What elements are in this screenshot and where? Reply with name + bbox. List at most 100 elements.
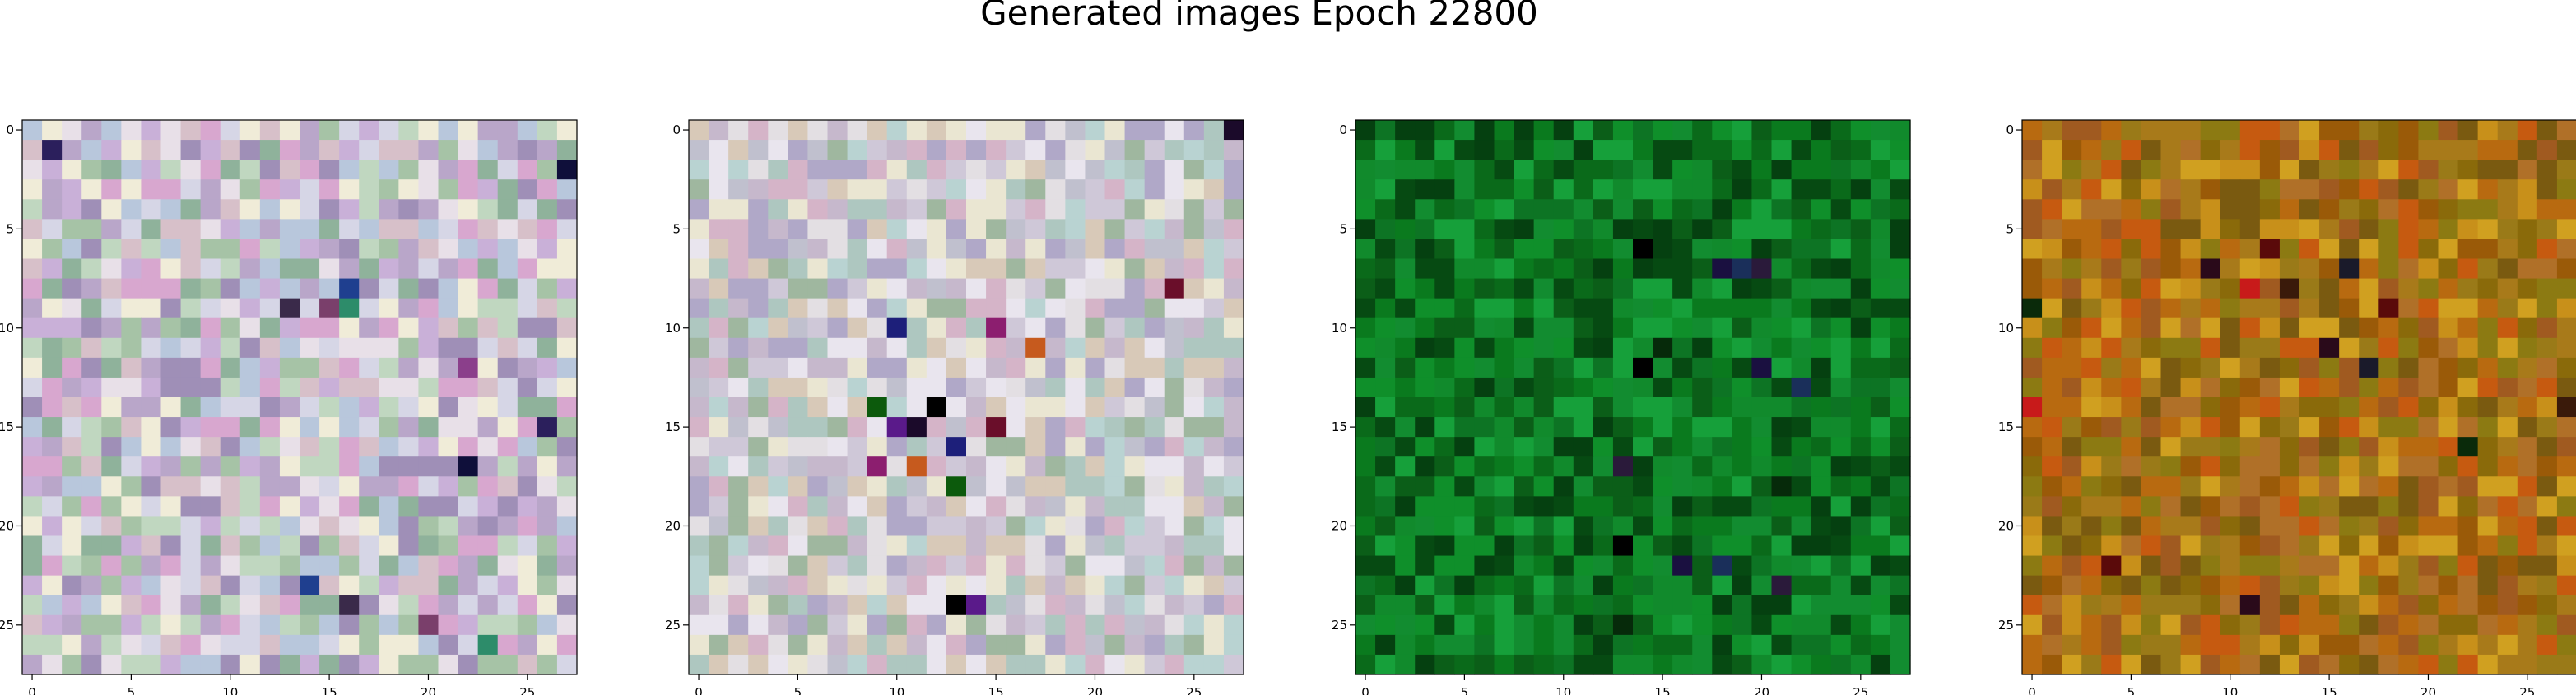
pixel bbox=[986, 337, 1007, 359]
pixel bbox=[2418, 337, 2439, 359]
pixel bbox=[768, 496, 788, 517]
pixel bbox=[1223, 397, 1244, 418]
pixel bbox=[1514, 258, 1535, 280]
pixel bbox=[1025, 654, 1046, 675]
pixel bbox=[926, 317, 947, 339]
pixel bbox=[1633, 476, 1653, 497]
pixel bbox=[1751, 278, 1773, 299]
pixel bbox=[1203, 595, 1225, 616]
pixel bbox=[1415, 160, 1435, 180]
pixel bbox=[1164, 337, 1185, 359]
pixel bbox=[748, 614, 769, 636]
pixel bbox=[1653, 258, 1673, 280]
pixel bbox=[62, 654, 82, 675]
pixel bbox=[1085, 140, 1106, 160]
pixel bbox=[1454, 179, 1476, 200]
pixel bbox=[1494, 219, 1515, 240]
pixel bbox=[239, 595, 261, 616]
pixel bbox=[1811, 417, 1832, 438]
pixel bbox=[497, 239, 518, 260]
pixel bbox=[2359, 634, 2379, 656]
pixel bbox=[2517, 614, 2538, 636]
pixel bbox=[1164, 397, 1185, 418]
pixel bbox=[418, 377, 439, 398]
pixel bbox=[2457, 120, 2479, 141]
pixel bbox=[2418, 120, 2439, 141]
pixel bbox=[926, 160, 947, 180]
pixel bbox=[1533, 298, 1555, 319]
pixel bbox=[418, 357, 439, 378]
pixel bbox=[1223, 120, 1244, 141]
pixel bbox=[1514, 357, 1535, 378]
pixel bbox=[1164, 377, 1185, 398]
pixel bbox=[239, 456, 261, 477]
pixel bbox=[141, 595, 162, 616]
pixel bbox=[1573, 199, 1594, 220]
pixel bbox=[1850, 614, 1872, 636]
pixel bbox=[1672, 575, 1693, 596]
pixel bbox=[788, 239, 809, 260]
pixel bbox=[1712, 417, 1732, 438]
pixel bbox=[768, 278, 788, 299]
pixel bbox=[1633, 377, 1653, 398]
pixel bbox=[1791, 614, 1812, 636]
pixel bbox=[1633, 437, 1653, 457]
pixel bbox=[1653, 120, 1673, 141]
pixel bbox=[1045, 496, 1066, 517]
pixel bbox=[339, 634, 360, 656]
pixel bbox=[689, 278, 709, 299]
pixel bbox=[1890, 278, 1911, 299]
pixel bbox=[2359, 535, 2379, 557]
pixel bbox=[1223, 437, 1244, 457]
pixel bbox=[81, 437, 102, 457]
pixel bbox=[121, 614, 142, 636]
pixel bbox=[279, 456, 300, 477]
pixel bbox=[1434, 496, 1455, 517]
pixel bbox=[2438, 337, 2459, 359]
pixel bbox=[1514, 614, 1535, 636]
pixel bbox=[1065, 437, 1086, 457]
pixel bbox=[768, 160, 788, 180]
pixel bbox=[847, 219, 868, 240]
pixel bbox=[2359, 654, 2379, 675]
pixel bbox=[2160, 476, 2182, 497]
pixel bbox=[827, 357, 849, 378]
pixel bbox=[1104, 555, 1126, 577]
pixel bbox=[2556, 258, 2576, 280]
pixel bbox=[827, 219, 849, 240]
pixel bbox=[1164, 456, 1185, 477]
pixel bbox=[101, 179, 122, 200]
pixel bbox=[768, 595, 788, 616]
pixel bbox=[1850, 199, 1872, 220]
pixel bbox=[1164, 437, 1185, 457]
pixel bbox=[477, 634, 499, 656]
pixel bbox=[1104, 614, 1126, 636]
pixel bbox=[886, 278, 908, 299]
pixel bbox=[2062, 239, 2082, 260]
pixel bbox=[200, 199, 221, 220]
pixel bbox=[2160, 555, 2182, 577]
pixel bbox=[160, 614, 182, 636]
pixel bbox=[946, 654, 967, 675]
pixel bbox=[1830, 298, 1852, 319]
pixel bbox=[2062, 476, 2082, 497]
pixel bbox=[121, 595, 142, 616]
pixel bbox=[926, 199, 947, 220]
pixel bbox=[1085, 555, 1106, 577]
pixel bbox=[1355, 219, 1376, 240]
pixel bbox=[689, 496, 709, 517]
y-tick-label: 15 bbox=[1998, 419, 2014, 434]
pixel bbox=[319, 437, 340, 457]
pixel bbox=[2101, 535, 2122, 557]
pixel bbox=[2022, 199, 2043, 220]
pixel bbox=[497, 317, 518, 339]
pixel bbox=[22, 634, 43, 656]
pixel bbox=[1355, 575, 1376, 596]
pixel bbox=[2319, 140, 2340, 160]
pixel bbox=[1830, 357, 1852, 378]
pixel bbox=[62, 278, 82, 299]
pixel bbox=[2160, 654, 2182, 675]
pixel bbox=[1223, 516, 1244, 537]
pixel bbox=[1434, 654, 1455, 675]
pixel bbox=[398, 199, 420, 220]
